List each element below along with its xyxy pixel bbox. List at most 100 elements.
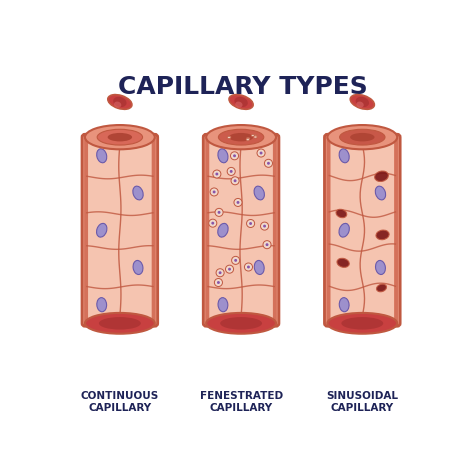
- FancyBboxPatch shape: [210, 140, 273, 321]
- Ellipse shape: [213, 170, 221, 178]
- Ellipse shape: [246, 137, 250, 140]
- Ellipse shape: [215, 173, 219, 175]
- Ellipse shape: [246, 138, 250, 141]
- Ellipse shape: [214, 279, 222, 286]
- Ellipse shape: [234, 199, 242, 207]
- Ellipse shape: [206, 125, 276, 149]
- Ellipse shape: [230, 152, 238, 160]
- Ellipse shape: [85, 125, 155, 149]
- Ellipse shape: [97, 298, 107, 312]
- Ellipse shape: [264, 159, 273, 167]
- Ellipse shape: [233, 155, 236, 157]
- Ellipse shape: [211, 222, 214, 225]
- Ellipse shape: [209, 219, 217, 227]
- FancyBboxPatch shape: [330, 140, 394, 321]
- Ellipse shape: [229, 133, 253, 141]
- Ellipse shape: [232, 256, 240, 264]
- Text: SINUSOIDAL
CAPILLARY: SINUSOIDAL CAPILLARY: [326, 391, 398, 412]
- FancyBboxPatch shape: [84, 137, 92, 324]
- Ellipse shape: [374, 171, 388, 182]
- Ellipse shape: [267, 162, 270, 165]
- Ellipse shape: [257, 149, 265, 157]
- Ellipse shape: [217, 281, 220, 284]
- Ellipse shape: [336, 210, 347, 218]
- Ellipse shape: [234, 97, 248, 107]
- Ellipse shape: [263, 241, 271, 249]
- Ellipse shape: [230, 170, 233, 173]
- Ellipse shape: [339, 223, 349, 237]
- Ellipse shape: [114, 101, 121, 108]
- Ellipse shape: [261, 222, 269, 230]
- Ellipse shape: [251, 135, 255, 137]
- Ellipse shape: [220, 317, 262, 329]
- Ellipse shape: [133, 186, 143, 200]
- Ellipse shape: [350, 95, 374, 109]
- Ellipse shape: [235, 101, 243, 108]
- Ellipse shape: [218, 298, 228, 312]
- Ellipse shape: [253, 135, 257, 137]
- Ellipse shape: [219, 129, 264, 145]
- Ellipse shape: [231, 177, 239, 185]
- Ellipse shape: [97, 149, 107, 163]
- Ellipse shape: [97, 223, 107, 237]
- Ellipse shape: [133, 260, 143, 274]
- Ellipse shape: [99, 317, 141, 329]
- FancyBboxPatch shape: [88, 140, 152, 321]
- Ellipse shape: [356, 97, 369, 107]
- Text: FENESTRATED
CAPILLARY: FENESTRATED CAPILLARY: [200, 391, 283, 412]
- Ellipse shape: [229, 95, 253, 109]
- Ellipse shape: [228, 268, 231, 271]
- Ellipse shape: [234, 259, 237, 262]
- Ellipse shape: [215, 209, 223, 217]
- Ellipse shape: [218, 223, 228, 237]
- Text: CONTINUOUS
CAPILLARY: CONTINUOUS CAPILLARY: [81, 391, 159, 412]
- Ellipse shape: [246, 219, 255, 228]
- Ellipse shape: [249, 222, 252, 225]
- Ellipse shape: [97, 129, 143, 145]
- Ellipse shape: [254, 186, 264, 200]
- Ellipse shape: [340, 129, 385, 145]
- FancyBboxPatch shape: [82, 134, 158, 326]
- Ellipse shape: [245, 263, 253, 271]
- Ellipse shape: [227, 167, 235, 175]
- Ellipse shape: [218, 211, 220, 214]
- Ellipse shape: [85, 313, 155, 334]
- Ellipse shape: [216, 269, 224, 277]
- Ellipse shape: [226, 265, 234, 273]
- Ellipse shape: [376, 230, 389, 240]
- Ellipse shape: [254, 260, 264, 274]
- Ellipse shape: [376, 284, 386, 292]
- Ellipse shape: [350, 133, 374, 141]
- FancyBboxPatch shape: [203, 134, 279, 326]
- Ellipse shape: [237, 201, 239, 204]
- Ellipse shape: [227, 137, 231, 139]
- FancyBboxPatch shape: [205, 137, 213, 324]
- Ellipse shape: [375, 260, 385, 274]
- Ellipse shape: [247, 265, 250, 268]
- Ellipse shape: [218, 149, 228, 163]
- FancyBboxPatch shape: [269, 137, 277, 324]
- Ellipse shape: [339, 149, 349, 163]
- Ellipse shape: [337, 258, 349, 267]
- Ellipse shape: [213, 191, 216, 193]
- Ellipse shape: [108, 133, 132, 141]
- Ellipse shape: [254, 136, 257, 138]
- Ellipse shape: [228, 136, 231, 138]
- FancyBboxPatch shape: [327, 137, 335, 324]
- FancyBboxPatch shape: [325, 134, 400, 326]
- Ellipse shape: [356, 101, 364, 108]
- Ellipse shape: [210, 188, 218, 196]
- Text: CAPILLARY TYPES: CAPILLARY TYPES: [118, 75, 368, 99]
- Ellipse shape: [113, 97, 127, 107]
- Ellipse shape: [328, 313, 397, 334]
- Ellipse shape: [263, 225, 266, 228]
- FancyBboxPatch shape: [390, 137, 398, 324]
- Ellipse shape: [108, 95, 132, 109]
- Ellipse shape: [265, 243, 268, 246]
- FancyBboxPatch shape: [148, 137, 155, 324]
- Ellipse shape: [328, 125, 397, 149]
- Ellipse shape: [339, 298, 349, 312]
- Ellipse shape: [260, 152, 263, 155]
- Ellipse shape: [254, 135, 257, 137]
- Ellipse shape: [234, 179, 237, 182]
